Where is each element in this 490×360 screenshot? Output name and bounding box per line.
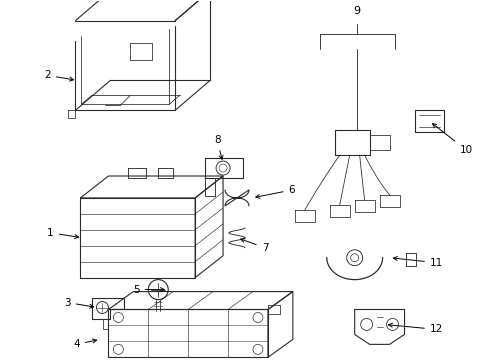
Text: 11: 11 xyxy=(393,257,443,268)
Text: 2: 2 xyxy=(44,71,74,81)
Text: 1: 1 xyxy=(47,228,78,239)
Text: 8: 8 xyxy=(214,135,223,159)
Text: 9: 9 xyxy=(353,6,360,15)
Text: 12: 12 xyxy=(389,323,443,334)
Text: 5: 5 xyxy=(133,284,164,294)
Text: 3: 3 xyxy=(64,297,94,308)
Text: 10: 10 xyxy=(433,123,473,155)
Text: 6: 6 xyxy=(256,185,295,198)
Text: 4: 4 xyxy=(73,339,97,349)
Text: 7: 7 xyxy=(241,239,268,253)
